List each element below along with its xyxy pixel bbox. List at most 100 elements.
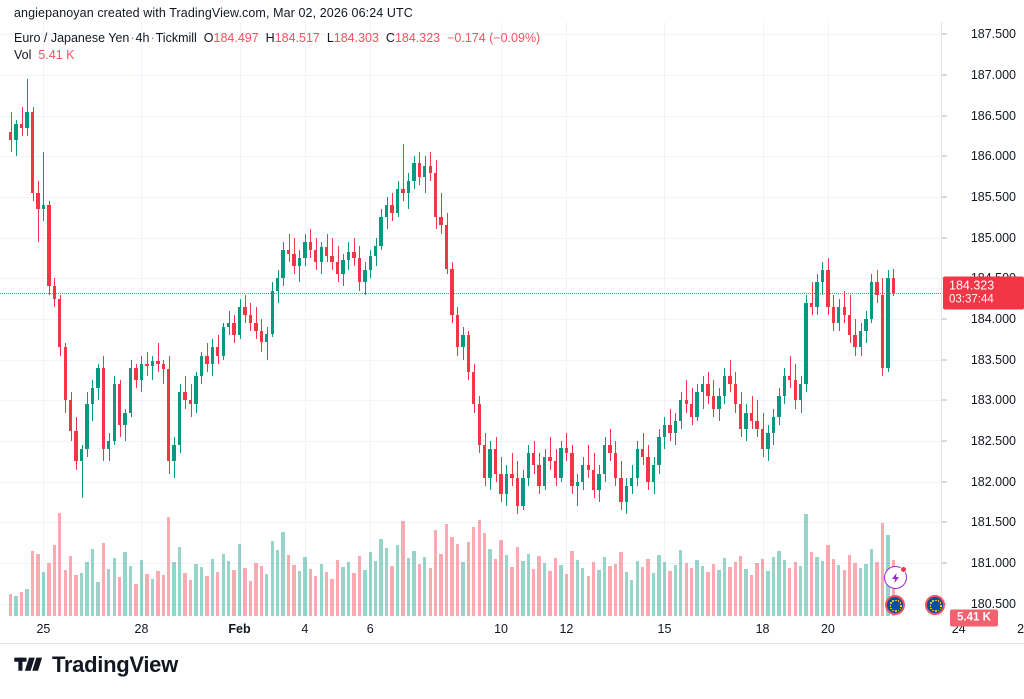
price-tick-label: 183.500: [970, 352, 1016, 367]
candle-body: [395, 188, 400, 214]
volume-bar: [248, 580, 253, 616]
candle-body: [444, 225, 449, 269]
candle-body: [733, 384, 737, 405]
flag-star: [940, 605, 942, 607]
volume-value-badge[interactable]: 5.41 K: [950, 609, 998, 627]
volume-bar: [771, 556, 776, 616]
flag-star: [897, 609, 900, 612]
volume-bar: [831, 558, 836, 616]
candle-body: [248, 314, 253, 324]
volume-bar: [640, 567, 645, 616]
chart-area[interactable]: [0, 22, 1024, 617]
volume-bar: [662, 561, 667, 616]
candle-body: [58, 298, 62, 348]
flag-star: [890, 602, 892, 604]
candle-body: [30, 111, 35, 193]
candle-body: [330, 255, 334, 263]
chart-plot[interactable]: [0, 22, 941, 616]
price-tick-mark: [942, 196, 947, 198]
candle-body: [325, 247, 329, 256]
volume-bar: [526, 553, 530, 616]
volume-bar: [292, 564, 296, 616]
volume-bar: [657, 554, 661, 616]
flag-star: [930, 607, 932, 610]
volume-bar: [30, 551, 35, 616]
volume-bar: [395, 545, 400, 616]
volume-bar: [265, 574, 269, 616]
candle-body: [363, 270, 367, 283]
price-tick-mark: [942, 33, 947, 35]
candle-body: [417, 162, 421, 177]
candle-body: [90, 388, 95, 405]
price-scale[interactable]: 187.500 187.000 186.500 186.000 185.500 185.0…: [942, 22, 1024, 627]
volume-bar: [297, 571, 302, 616]
time-scale[interactable]: 2528Feb4610121518202426Mar: [0, 616, 1024, 644]
flag-star: [935, 599, 937, 602]
candle-wick: [38, 180, 39, 242]
volume-bar: [363, 570, 367, 616]
volume-bar: [47, 562, 51, 616]
candle-body: [586, 465, 590, 470]
gridline-vertical: [828, 22, 829, 616]
volume-bar: [428, 568, 432, 616]
volume-bar: [482, 532, 487, 616]
volume-bar: [493, 558, 498, 616]
volume-bar: [85, 561, 89, 616]
gridline-horizontal: [0, 441, 941, 443]
candle-body: [755, 420, 759, 429]
candle-body: [319, 247, 323, 263]
volume-bar: [777, 551, 781, 616]
lightning-bolt-icon[interactable]: [884, 566, 907, 589]
volume-bar: [760, 558, 765, 616]
candle-body: [19, 123, 24, 128]
gridline-horizontal: [0, 522, 941, 524]
candle-body: [777, 396, 781, 417]
candle-body: [390, 205, 394, 214]
time-tick-label: Feb: [228, 622, 251, 636]
candle-body: [809, 302, 814, 307]
volume-bar: [575, 559, 579, 616]
flag-star: [932, 600, 934, 602]
candle-body: [472, 371, 476, 405]
candle-wick: [643, 432, 644, 466]
candle-wick: [289, 233, 290, 263]
price-tick-label: 185.500: [970, 189, 1016, 204]
price-tick-label: 185.000: [970, 230, 1016, 245]
volume-bar: [128, 566, 133, 616]
gridline-horizontal: [0, 196, 941, 198]
tradingview-logo-icon: [14, 657, 43, 671]
candle-wick: [332, 237, 333, 271]
volume-bar: [646, 558, 650, 616]
candle-body: [864, 319, 868, 332]
volume-bar: [624, 572, 629, 616]
candle-body: [581, 465, 585, 482]
volume-bar: [733, 561, 737, 616]
candle-wick: [163, 359, 164, 385]
eu-flag-icon-2[interactable]: [925, 595, 945, 615]
candle-body: [532, 453, 536, 466]
candle-body: [869, 282, 874, 319]
candle-body: [521, 477, 525, 507]
current-price-badge[interactable]: 184.323 03:37:44: [943, 276, 1024, 310]
candle-body: [826, 270, 830, 307]
time-tick-label: 4: [301, 622, 309, 636]
volume-bar: [553, 557, 558, 616]
candle-body: [172, 445, 176, 462]
volume-bar: [477, 520, 481, 616]
volume-bar: [564, 574, 569, 616]
volume-bar: [374, 560, 378, 616]
volume-bar: [330, 578, 334, 616]
candle-body: [74, 431, 78, 462]
attribution-text: angiepanoyan created with TradingView.co…: [14, 6, 413, 20]
volume-bar: [134, 583, 138, 616]
gridline-vertical: [566, 22, 567, 616]
volume-bar: [504, 554, 509, 616]
candle-body: [221, 327, 225, 356]
volume-bar: [79, 573, 84, 616]
candle-body: [85, 404, 89, 450]
candle-body: [270, 290, 274, 334]
eu-flag-icon-1[interactable]: [885, 595, 905, 615]
volume-bar: [319, 563, 323, 616]
candle-body: [96, 367, 100, 389]
price-tick-label: 187.000: [970, 67, 1016, 82]
